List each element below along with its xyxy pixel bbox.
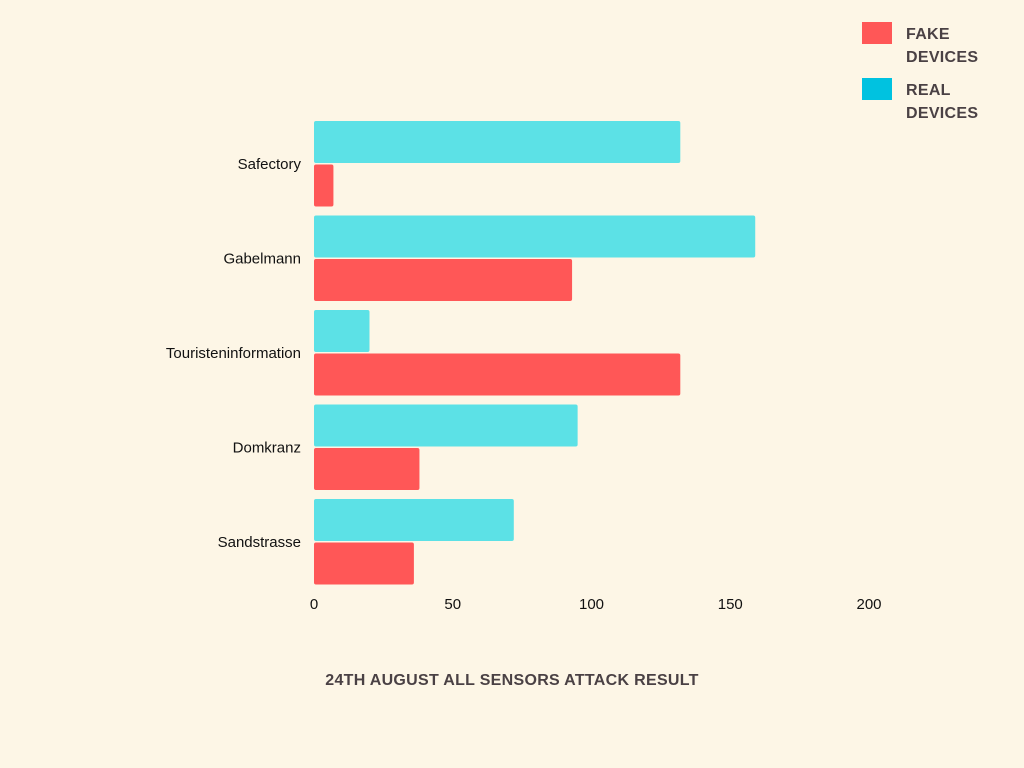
category-label: Touristeninformation	[166, 345, 301, 362]
category-label: Gabelmann	[223, 251, 301, 268]
bar-real-devices-domkranz	[314, 404, 578, 447]
x-tick-label: 150	[718, 596, 743, 613]
bar-real-devices-safectory	[314, 121, 681, 163]
bar-fake-devices-domkranz	[314, 448, 420, 490]
bar-real-devices-sandstrasse	[314, 499, 514, 541]
category-label: Safectory	[238, 156, 302, 173]
bar-fake-devices-sandstrasse	[314, 542, 414, 585]
bar-fake-devices-touristeninformation	[314, 353, 681, 396]
x-tick-label: 50	[444, 596, 461, 613]
bar-real-devices-gabelmann	[314, 215, 756, 258]
bar-fake-devices-gabelmann	[314, 259, 573, 301]
x-tick-label: 0	[310, 596, 318, 613]
x-tick-label: 100	[579, 596, 604, 613]
legend-swatch-fake	[862, 22, 892, 44]
category-label: Domkranz	[233, 440, 301, 457]
bar-fake-devices-safectory	[314, 164, 334, 207]
legend-label-fake: FAKE DEVICES	[906, 26, 979, 66]
bar-real-devices-touristeninformation	[314, 310, 370, 352]
chart-title: 24TH AUGUST ALL SENSORS ATTACK RESULT	[325, 672, 699, 689]
legend-label-real: REAL DEVICES	[906, 82, 979, 122]
x-tick-label: 200	[856, 596, 881, 613]
category-label: Sandstrasse	[218, 534, 301, 551]
legend-swatch-real	[862, 78, 892, 100]
